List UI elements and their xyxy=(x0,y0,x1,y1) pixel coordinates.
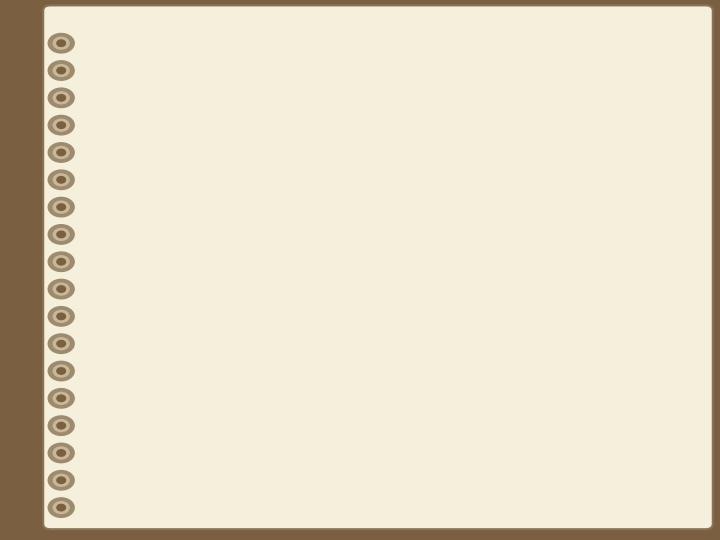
Text: CSI668: CSI668 xyxy=(241,522,280,531)
FancyBboxPatch shape xyxy=(148,135,566,173)
FancyBboxPatch shape xyxy=(482,360,599,381)
Text: PC/Workstation: PC/Workstation xyxy=(128,300,197,309)
Text: Net. Interface HW: Net. Interface HW xyxy=(125,366,200,375)
Text: 14: 14 xyxy=(631,520,647,533)
Text: Net. Interface HW: Net. Interface HW xyxy=(503,366,578,375)
FancyBboxPatch shape xyxy=(482,292,599,381)
Text: Cluster Computer Architecture: Cluster Computer Architecture xyxy=(53,24,667,62)
Text: PC/Workstation: PC/Workstation xyxy=(254,300,323,309)
FancyBboxPatch shape xyxy=(230,292,347,381)
FancyBboxPatch shape xyxy=(490,298,607,387)
Text: Cluster Middleware: Cluster Middleware xyxy=(300,223,420,233)
Text: Net. Interface HW: Net. Interface HW xyxy=(377,366,452,375)
Text: Comm. SW: Comm. SW xyxy=(505,331,559,340)
FancyBboxPatch shape xyxy=(364,298,481,387)
Text: PC/Workstation: PC/Workstation xyxy=(506,300,575,309)
FancyBboxPatch shape xyxy=(364,322,449,348)
Text: Parallel Applications: Parallel Applications xyxy=(307,95,413,105)
FancyBboxPatch shape xyxy=(356,292,473,381)
FancyBboxPatch shape xyxy=(112,322,197,348)
FancyBboxPatch shape xyxy=(230,360,347,381)
FancyBboxPatch shape xyxy=(238,298,355,387)
FancyBboxPatch shape xyxy=(95,413,625,446)
FancyBboxPatch shape xyxy=(238,322,323,348)
FancyBboxPatch shape xyxy=(356,360,473,381)
FancyBboxPatch shape xyxy=(240,81,480,119)
FancyBboxPatch shape xyxy=(104,292,221,381)
Text: PC/Workstation: PC/Workstation xyxy=(380,300,449,309)
Text: High Speed Network/Switch: High Speed Network/Switch xyxy=(282,424,438,434)
Text: Comm. SW: Comm. SW xyxy=(127,331,181,340)
FancyBboxPatch shape xyxy=(490,322,575,348)
Text: Comm. SW: Comm. SW xyxy=(379,331,433,340)
Text: Net. Interface HW: Net. Interface HW xyxy=(251,366,326,375)
Text: Comm. SW: Comm. SW xyxy=(253,331,307,340)
Text: HPCC: HPCC xyxy=(345,522,375,531)
FancyBboxPatch shape xyxy=(95,189,625,292)
Text: Parallel Programming Environments: Parallel Programming Environments xyxy=(263,149,451,159)
FancyBboxPatch shape xyxy=(104,360,221,381)
FancyBboxPatch shape xyxy=(112,298,229,387)
Text: (Single System Image and Availability Infrastructure): (Single System Image and Availability In… xyxy=(222,251,498,261)
